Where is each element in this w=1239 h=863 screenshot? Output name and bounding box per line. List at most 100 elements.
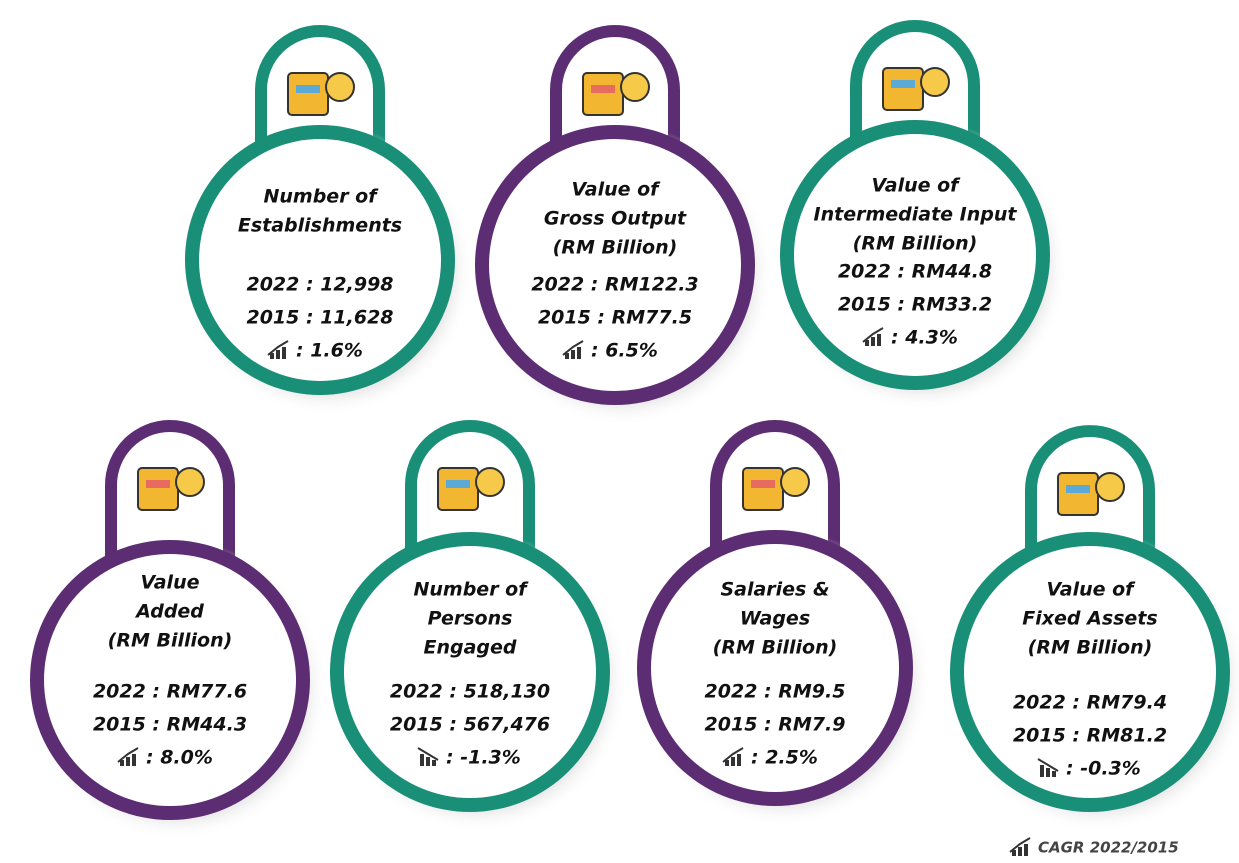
value-2015: 2015 : RM7.9 [705, 714, 846, 736]
icon-accent [891, 80, 915, 88]
value-2015: 2015 : RM44.3 [93, 714, 247, 736]
circle-face [794, 134, 1036, 376]
card-title: Engaged [423, 637, 516, 659]
icon-coin [620, 72, 650, 102]
icon-coin [1095, 472, 1125, 502]
card-title: Number of [413, 579, 529, 601]
card-title: Added [134, 601, 204, 623]
trend-bar [120, 760, 124, 766]
trend-arrow [417, 747, 439, 761]
trend-bar [132, 754, 136, 766]
icon-accent [1066, 485, 1090, 493]
card: Salaries & Wages (RM Billion) 2022 : RM9.5 2… [635, 420, 931, 826]
trend-bar [1012, 850, 1016, 856]
trend-bar [725, 760, 729, 766]
trend-arrow [267, 340, 289, 356]
trend-bar [571, 350, 575, 359]
cagr-value: : -1.3% [446, 747, 521, 769]
icon-coin [780, 467, 810, 497]
value-2015: 2015 : RM33.2 [838, 294, 992, 316]
card: Value of Fixed Assets (RM Billion) 2022 : R… [948, 425, 1239, 832]
trend-bar [737, 754, 741, 766]
icon-coin [475, 467, 505, 497]
card: Value Added (RM Billion) 2022 : RM77.6 2015 … [28, 420, 328, 840]
cagr-value: : 8.0% [146, 747, 213, 769]
trend-bar [865, 340, 869, 346]
trend-bar [1046, 768, 1050, 777]
card-title: Number of [263, 186, 379, 208]
trend-bar [420, 754, 424, 766]
value-2022: 2022 : RM77.6 [93, 681, 247, 703]
card-title: Intermediate Input [814, 204, 1018, 226]
value-2015: 2015 : 11,628 [246, 307, 393, 329]
circle-face [964, 546, 1216, 798]
trend-bar [276, 350, 280, 359]
icon-body [137, 467, 179, 511]
trend-bar [1052, 771, 1056, 777]
icon-body [742, 467, 784, 511]
value-2015: 2015 : RM77.5 [538, 307, 692, 329]
trend-arrow [862, 327, 884, 343]
card-title: Value of [1047, 579, 1137, 601]
icon-accent [146, 480, 170, 488]
trend-bar [1024, 844, 1028, 856]
cagr-value: : 1.6% [296, 340, 363, 362]
trend-bar [565, 353, 569, 359]
value-2022: 2022 : RM79.4 [1013, 692, 1167, 714]
trend-bar [270, 353, 274, 359]
trend-bar [1018, 847, 1022, 856]
card: Number of Establishments 2022 : 12,998 2015… [183, 25, 473, 415]
icon-coin [920, 67, 950, 97]
circle-face [489, 139, 741, 391]
card-title: (RM Billion) [553, 237, 678, 259]
card-title: Wages [740, 608, 810, 630]
circle-face [199, 139, 441, 381]
trend-bar [432, 760, 436, 766]
cagr-value: : -0.3% [1066, 758, 1141, 780]
icon-body [1057, 472, 1099, 516]
card-title: (RM Billion) [713, 637, 838, 659]
trend-arrow [1009, 837, 1031, 853]
trend-bar [877, 334, 881, 346]
icon-accent [446, 480, 470, 488]
card-title: Persons [428, 608, 513, 630]
card-title: Value of [572, 179, 662, 201]
value-2022: 2022 : RM9.5 [705, 681, 846, 703]
card-title: Value [141, 572, 200, 594]
trend-bar [731, 757, 735, 766]
value-2022: 2022 : RM44.8 [838, 261, 992, 283]
icon-body [582, 72, 624, 116]
circle-face [651, 544, 899, 792]
value-2022: 2022 : 12,998 [246, 274, 393, 296]
value-2015: 2015 : 567,476 [390, 714, 550, 736]
trend-bar [282, 347, 286, 359]
value-2022: 2022 : RM122.3 [531, 274, 698, 296]
value-2022: 2022 : 518,130 [390, 681, 550, 703]
card-title: Value of [872, 175, 962, 197]
card-title: Salaries & [720, 579, 829, 601]
icon-accent [296, 85, 320, 93]
icon-coin [175, 467, 205, 497]
card-title: Fixed Assets [1022, 608, 1157, 630]
card-title: (RM Billion) [853, 233, 978, 255]
value-2015: 2015 : RM81.2 [1013, 725, 1167, 747]
card-title: Gross Output [544, 208, 687, 230]
trend-arrow [1037, 758, 1059, 772]
circle-face [44, 554, 296, 806]
card: Value of Gross Output (RM Billion) 2022 : R… [473, 25, 773, 425]
card-title: (RM Billion) [108, 630, 233, 652]
trend-bar [426, 757, 430, 766]
trend-bar [1040, 765, 1044, 777]
cagr-value: : 4.3% [891, 327, 958, 349]
icon-coin [325, 72, 355, 102]
trend-arrow [722, 747, 744, 763]
icon-accent [591, 85, 615, 93]
cagr-value: : 6.5% [591, 340, 658, 362]
trend-arrow [117, 747, 139, 763]
legend-label: CAGR 2022/2015 [1038, 839, 1179, 857]
icon-body [882, 67, 924, 111]
card: Value of Intermediate Input (RM Billion) 20… [778, 20, 1068, 410]
trend-bar [577, 347, 581, 359]
trend-arrow [562, 340, 584, 356]
cagr-value: : 2.5% [751, 747, 818, 769]
